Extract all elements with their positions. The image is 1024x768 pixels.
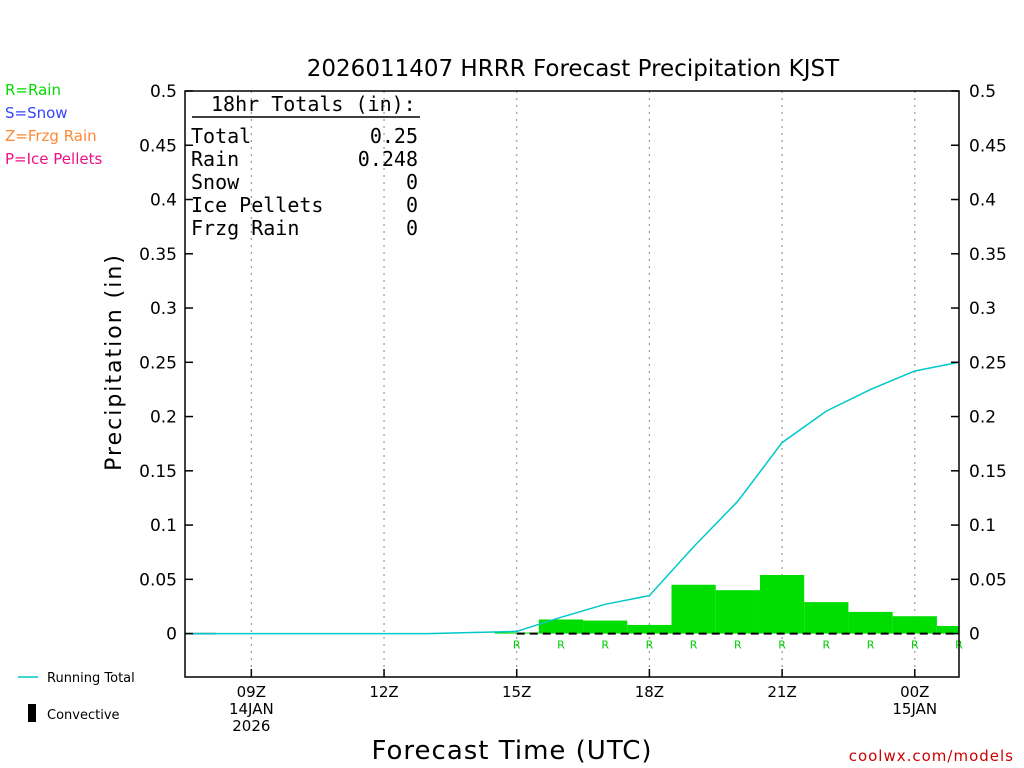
ptype-marker-22: R (822, 639, 830, 652)
bar-23 (848, 611, 893, 634)
y-tick-label-right-8: 0.4 (969, 191, 996, 211)
plot-frame (184, 90, 960, 678)
legend-rain: R=Rain (5, 81, 61, 99)
totals-snow-label: Snow (191, 170, 240, 194)
y-tick-label-right-7: 0.35 (969, 245, 1007, 265)
ptype-marker-24: R (911, 639, 919, 652)
y-tick-label-left-10: 0.5 (150, 82, 177, 102)
bar-21 (759, 574, 805, 634)
y-tick-label-left-9: 0.45 (139, 136, 177, 156)
x-tick-label-5-1: 15JAN (892, 700, 937, 718)
chart-title: 2026011407 HRRR Forecast Precipitation K… (307, 56, 840, 82)
ptype-marker-21: R (778, 639, 786, 652)
bar-17 (583, 620, 628, 634)
y-tick-label-right-10: 0.5 (969, 82, 996, 102)
y-tick-label-left-0: 0 (166, 625, 177, 645)
totals-frzg-rain-value: 0 (406, 216, 418, 240)
running-total-line (185, 361, 960, 635)
totals-box: 18hr Totals (in): Total 0.25 Rain 0.248 … (191, 92, 420, 240)
y-tick-label-left-7: 0.35 (139, 245, 177, 265)
bar-22 (804, 602, 849, 634)
totals-heading: 18hr Totals (in): (211, 92, 416, 116)
legend-frzg-rain: Z=Frzg Rain (5, 127, 97, 145)
y-tick-label-right-4: 0.2 (969, 408, 996, 428)
totals-total-value: 0.25 (370, 124, 418, 148)
ptype-marker-17: R (601, 639, 609, 652)
ptype-marker-19: R (690, 639, 698, 652)
x-tick-label-0-0: 09Z (237, 683, 266, 701)
convective-legend-symbol (28, 704, 36, 722)
bar-20 (715, 590, 760, 634)
x-tick-label-2-0: 15Z (502, 683, 531, 701)
bar-16 (538, 619, 584, 634)
totals-ice-pellets-label: Ice Pellets (191, 193, 323, 217)
y-tick-label-right-6: 0.3 (969, 299, 996, 319)
totals-snow-value: 0 (406, 170, 418, 194)
credit-text: coolwx.com/models (849, 747, 1014, 765)
y-tick-label-right-2: 0.1 (969, 516, 996, 536)
hourly-bars (185, 574, 959, 635)
bar-18 (627, 624, 672, 634)
x-tick-label-0-1: 14JAN (229, 700, 274, 718)
x-tick-label-0-2: 2026 (232, 717, 270, 735)
y-tick-label-left-2: 0.1 (150, 516, 177, 536)
x-axis-label: Forecast Time (UTC) (371, 736, 652, 766)
y-tick-label-right-5: 0.25 (969, 353, 1007, 373)
totals-frzg-rain-label: Frzg Rain (191, 216, 299, 240)
y-tick-label-left-1: 0.05 (139, 570, 177, 590)
y-tick-label-right-9: 0.45 (969, 136, 1007, 156)
ptype-marker-15: R (513, 639, 521, 652)
x-tick-label-4-0: 21Z (767, 683, 796, 701)
ptype-marker-18: R (646, 639, 654, 652)
totals-ice-pellets-value: 0 (406, 193, 418, 217)
bar-24 (892, 616, 937, 634)
totals-rain-label: Rain (191, 147, 239, 171)
totals-rain-value: 0.248 (358, 147, 418, 171)
running-total-legend-label: Running Total (47, 671, 135, 686)
y-axis-ticks: 0 00.05 0.050.1 0.10.15 0.150.2 0.20.25 0.250.… (139, 82, 1007, 645)
x-tick-label-1-0: 12Z (369, 683, 398, 701)
y-tick-label-left-6: 0.3 (150, 299, 177, 319)
y-tick-label-left-5: 0.25 (139, 353, 177, 373)
legend-ice-pellets: P=Ice Pellets (5, 150, 102, 168)
legend-snow: S=Snow (5, 104, 68, 122)
y-tick-label-left-4: 0.2 (150, 408, 177, 428)
y-tick-label-right-3: 0.15 (969, 462, 1007, 482)
totals-total-label: Total (191, 124, 251, 148)
ptype-marker-23: R (867, 639, 875, 652)
bar-25 (936, 625, 959, 634)
bar-19 (671, 584, 716, 634)
convective-legend-label: Convective (47, 708, 120, 723)
y-axis-label: Precipitation (in) (102, 253, 127, 471)
y-tick-label-left-8: 0.4 (150, 191, 177, 211)
gridlines (250, 91, 916, 677)
ptype-marker-16: R (557, 639, 565, 652)
ptype-marker-20: R (734, 639, 742, 652)
y-tick-label-left-3: 0.15 (139, 462, 177, 482)
x-tick-label-3-0: 18Z (635, 683, 664, 701)
y-tick-label-right-0: 0 (969, 625, 980, 645)
y-tick-label-right-1: 0.05 (969, 570, 1007, 590)
x-tick-label-5-0: 00Z (900, 683, 929, 701)
